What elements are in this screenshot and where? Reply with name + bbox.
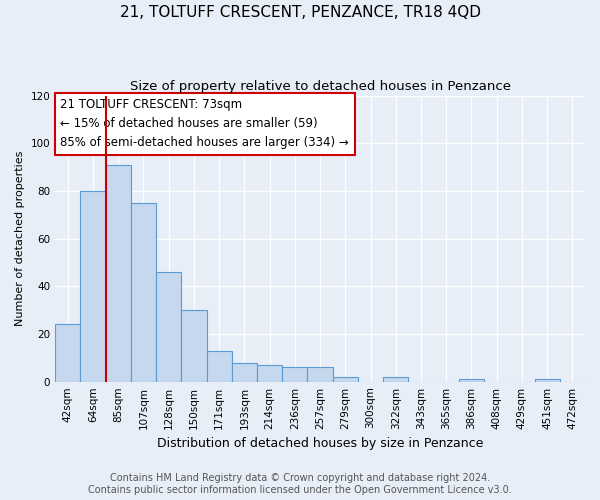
X-axis label: Distribution of detached houses by size in Penzance: Distribution of detached houses by size … <box>157 437 483 450</box>
Y-axis label: Number of detached properties: Number of detached properties <box>15 151 25 326</box>
Bar <box>459 380 484 382</box>
Bar <box>80 191 106 382</box>
Text: 21, TOLTUFF CRESCENT, PENZANCE, TR18 4QD: 21, TOLTUFF CRESCENT, PENZANCE, TR18 4QD <box>119 5 481 20</box>
Text: 21 TOLTUFF CRESCENT: 73sqm
← 15% of detached houses are smaller (59)
85% of semi: 21 TOLTUFF CRESCENT: 73sqm ← 15% of deta… <box>61 98 349 150</box>
Bar <box>55 324 80 382</box>
Bar <box>535 380 560 382</box>
Bar <box>257 365 282 382</box>
Bar <box>332 377 358 382</box>
Bar <box>131 203 156 382</box>
Bar <box>232 362 257 382</box>
Bar <box>156 272 181 382</box>
Bar <box>206 350 232 382</box>
Bar <box>282 368 307 382</box>
Bar <box>307 368 332 382</box>
Bar <box>106 164 131 382</box>
Title: Size of property relative to detached houses in Penzance: Size of property relative to detached ho… <box>130 80 511 93</box>
Text: Contains HM Land Registry data © Crown copyright and database right 2024.
Contai: Contains HM Land Registry data © Crown c… <box>88 474 512 495</box>
Bar <box>383 377 409 382</box>
Bar <box>181 310 206 382</box>
